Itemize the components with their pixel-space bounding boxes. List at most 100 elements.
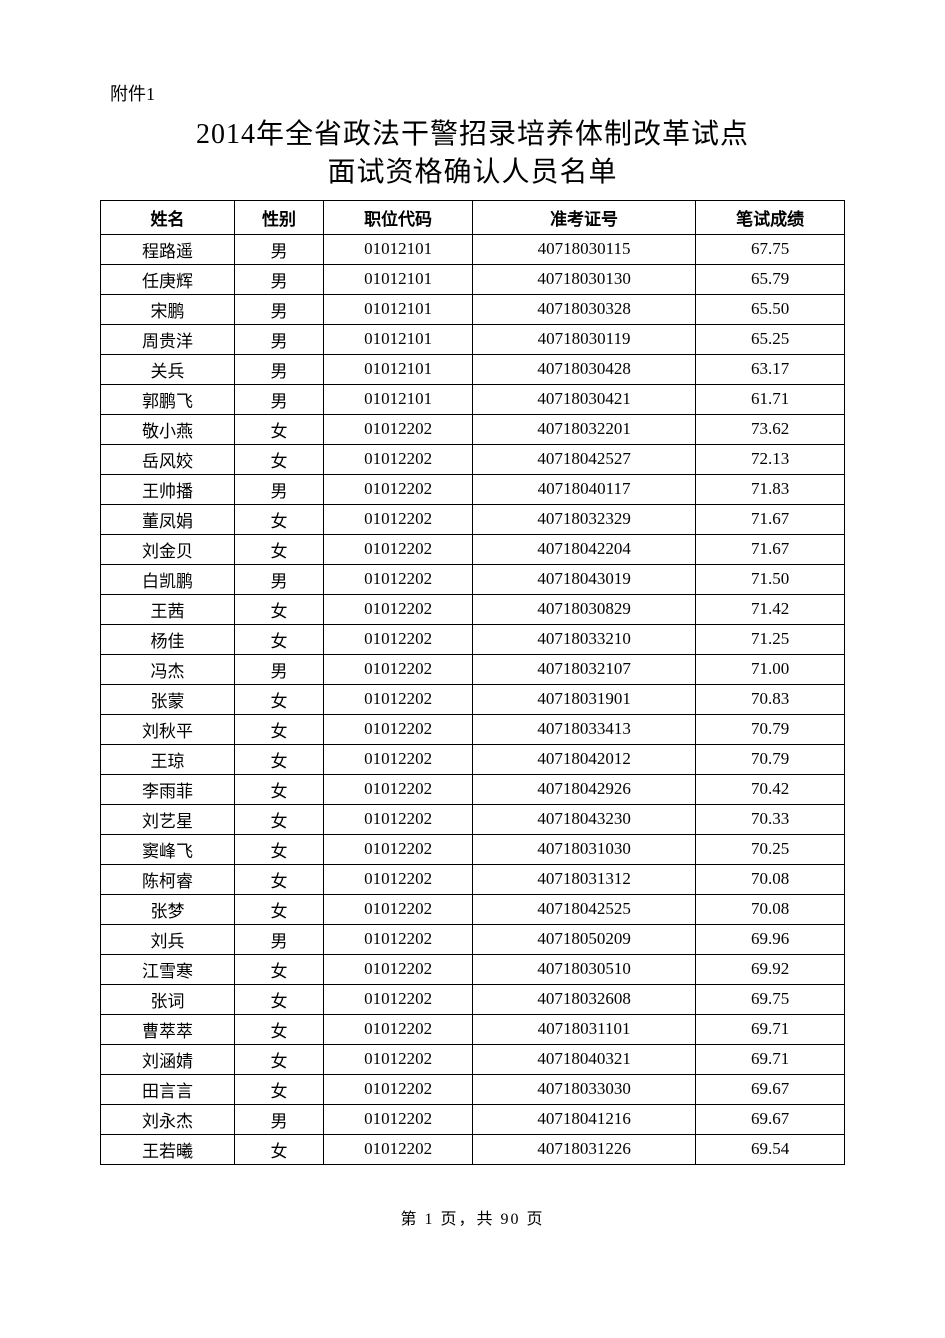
table-cell: 01012101 [324,324,473,354]
table-cell: 40718032329 [472,504,695,534]
table-cell: 40718030328 [472,294,695,324]
table-cell: 65.25 [696,324,845,354]
table-cell: 01012202 [324,414,473,444]
table-row: 冯杰男010122024071803210771.00 [101,654,845,684]
table-cell: 40718032201 [472,414,695,444]
table-cell: 71.00 [696,654,845,684]
table-cell: 40718030115 [472,234,695,264]
table-row: 杨佳女010122024071803321071.25 [101,624,845,654]
table-cell: 男 [234,1104,323,1134]
table-cell: 01012202 [324,1044,473,1074]
table-cell: 72.13 [696,444,845,474]
table-cell: 70.83 [696,684,845,714]
table-cell: 杨佳 [101,624,235,654]
table-cell: 40718030119 [472,324,695,354]
table-cell: 01012202 [324,624,473,654]
table-row: 曹萃萃女010122024071803110169.71 [101,1014,845,1044]
table-row: 王若曦女010122024071803122669.54 [101,1134,845,1164]
table-row: 王琼女010122024071804201270.79 [101,744,845,774]
table-cell: 73.62 [696,414,845,444]
table-row: 王茜女010122024071803082971.42 [101,594,845,624]
table-cell: 65.50 [696,294,845,324]
table-cell: 女 [234,834,323,864]
table-cell: 01012202 [324,984,473,1014]
title-line-1: 2014年全省政法干警招录培养体制改革试点 [100,116,845,154]
table-cell: 70.08 [696,894,845,924]
table-cell: 01012101 [324,234,473,264]
table-cell: 40718031901 [472,684,695,714]
table-row: 刘兵男010122024071805020969.96 [101,924,845,954]
table-row: 刘永杰男010122024071804121669.67 [101,1104,845,1134]
table-cell: 田言言 [101,1074,235,1104]
table-cell: 69.75 [696,984,845,1014]
table-cell: 01012202 [324,504,473,534]
col-header-name: 姓名 [101,200,235,234]
table-cell: 陈柯睿 [101,864,235,894]
table-cell: 01012202 [324,654,473,684]
table-cell: 40718033210 [472,624,695,654]
col-header-position: 职位代码 [324,200,473,234]
table-cell: 70.79 [696,744,845,774]
table-cell: 01012101 [324,384,473,414]
table-cell: 01012202 [324,564,473,594]
table-row: 关兵男010121014071803042863.17 [101,354,845,384]
table-cell: 71.67 [696,534,845,564]
table-cell: 01012202 [324,1014,473,1044]
table-cell: 01012202 [324,924,473,954]
table-cell: 王帅播 [101,474,235,504]
table-cell: 女 [234,1134,323,1164]
table-cell: 40718031226 [472,1134,695,1164]
table-cell: 01012202 [324,1104,473,1134]
table-cell: 40718042525 [472,894,695,924]
table-cell: 敬小燕 [101,414,235,444]
table-cell: 01012202 [324,804,473,834]
table-row: 周贵洋男010121014071803011965.25 [101,324,845,354]
table-row: 白凯鹏男010122024071804301971.50 [101,564,845,594]
table-cell: 女 [234,1044,323,1074]
table-cell: 40718032107 [472,654,695,684]
table-cell: 冯杰 [101,654,235,684]
table-cell: 郭鹏飞 [101,384,235,414]
table-row: 张词女010122024071803260869.75 [101,984,845,1014]
table-row: 董凤娟女010122024071803232971.67 [101,504,845,534]
table-cell: 01012202 [324,774,473,804]
table-cell: 40718031312 [472,864,695,894]
table-cell: 张词 [101,984,235,1014]
table-cell: 女 [234,894,323,924]
table-cell: 69.67 [696,1074,845,1104]
table-cell: 69.71 [696,1014,845,1044]
table-row: 陈柯睿女010122024071803131270.08 [101,864,845,894]
table-row: 张梦女010122024071804252570.08 [101,894,845,924]
table-cell: 任庚辉 [101,264,235,294]
table-cell: 张蒙 [101,684,235,714]
title-line-2: 面试资格确认人员名单 [100,154,845,192]
table-row: 任庚辉男010121014071803013065.79 [101,264,845,294]
table-cell: 男 [234,324,323,354]
table-cell: 女 [234,744,323,774]
table-cell: 40718043019 [472,564,695,594]
table-cell: 岳风姣 [101,444,235,474]
table-cell: 40718040117 [472,474,695,504]
table-row: 窦峰飞女010122024071803103070.25 [101,834,845,864]
table-cell: 40718040321 [472,1044,695,1074]
table-cell: 40718030510 [472,954,695,984]
table-cell: 周贵洋 [101,324,235,354]
table-cell: 40718043230 [472,804,695,834]
table-cell: 01012202 [324,1074,473,1104]
table-cell: 71.42 [696,594,845,624]
table-cell: 刘兵 [101,924,235,954]
table-cell: 女 [234,954,323,984]
table-cell: 01012101 [324,294,473,324]
table-cell: 男 [234,264,323,294]
table-cell: 男 [234,564,323,594]
table-cell: 刘金贝 [101,534,235,564]
table-cell: 40718030421 [472,384,695,414]
table-cell: 67.75 [696,234,845,264]
table-row: 岳风姣女010122024071804252772.13 [101,444,845,474]
table-cell: 40718042204 [472,534,695,564]
table-cell: 69.54 [696,1134,845,1164]
table-cell: 40718050209 [472,924,695,954]
col-header-gender: 性别 [234,200,323,234]
table-cell: 张梦 [101,894,235,924]
table-cell: 40718030829 [472,594,695,624]
